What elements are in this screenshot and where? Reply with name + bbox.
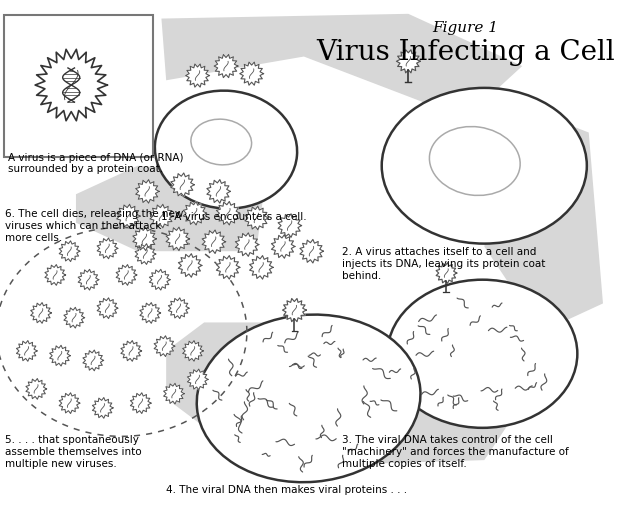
Polygon shape [116, 205, 140, 228]
Polygon shape [216, 256, 240, 280]
Polygon shape [97, 298, 118, 319]
Polygon shape [149, 270, 170, 290]
Polygon shape [250, 256, 273, 280]
Polygon shape [164, 383, 184, 404]
Polygon shape [17, 341, 37, 362]
Polygon shape [50, 345, 70, 366]
Polygon shape [45, 265, 65, 286]
Polygon shape [136, 180, 159, 204]
Polygon shape [278, 214, 301, 238]
Polygon shape [300, 240, 323, 264]
Polygon shape [182, 341, 204, 362]
Text: 6. The cell dies, releasing the new
viruses which can then attack
more cells.: 6. The cell dies, releasing the new viru… [4, 209, 183, 242]
Polygon shape [396, 50, 420, 74]
Polygon shape [214, 56, 238, 78]
Polygon shape [116, 265, 137, 286]
Polygon shape [133, 228, 156, 251]
Ellipse shape [387, 280, 577, 428]
Ellipse shape [191, 120, 252, 166]
Polygon shape [179, 254, 202, 278]
Polygon shape [154, 336, 175, 357]
Polygon shape [59, 241, 80, 262]
Polygon shape [168, 298, 189, 319]
Text: Figure 1: Figure 1 [432, 21, 499, 35]
Polygon shape [31, 303, 51, 324]
Ellipse shape [429, 127, 520, 196]
Polygon shape [202, 230, 225, 254]
Polygon shape [166, 228, 189, 251]
Polygon shape [161, 15, 522, 119]
Polygon shape [186, 65, 209, 88]
Polygon shape [484, 100, 603, 332]
Polygon shape [207, 180, 230, 204]
Ellipse shape [196, 315, 420, 482]
Polygon shape [236, 233, 259, 257]
Polygon shape [76, 167, 266, 251]
Text: Virus Infecting a Cell: Virus Infecting a Cell [316, 38, 614, 66]
Text: 5. . . . that spontaneously
assemble themselves into
multiple new viruses.: 5. . . . that spontaneously assemble the… [4, 435, 141, 468]
Polygon shape [121, 341, 141, 362]
Polygon shape [183, 202, 207, 226]
Polygon shape [282, 299, 306, 322]
Text: 4. The viral DNA then makes viral proteins . . .: 4. The viral DNA then makes viral protei… [166, 484, 407, 494]
Polygon shape [436, 263, 457, 284]
Polygon shape [271, 235, 295, 259]
Polygon shape [64, 308, 84, 328]
Polygon shape [35, 50, 108, 122]
Polygon shape [240, 63, 264, 86]
FancyBboxPatch shape [4, 16, 153, 158]
Text: 3. The viral DNA takes control of the cell
"machinery" and forces the manufactur: 3. The viral DNA takes control of the ce… [342, 435, 568, 468]
Polygon shape [135, 244, 156, 265]
Polygon shape [150, 205, 173, 228]
Polygon shape [171, 174, 194, 197]
Polygon shape [83, 350, 104, 371]
Polygon shape [97, 238, 118, 259]
Polygon shape [131, 393, 151, 414]
Ellipse shape [155, 91, 297, 209]
Polygon shape [78, 270, 99, 290]
Polygon shape [245, 207, 268, 230]
Polygon shape [166, 323, 314, 427]
Polygon shape [247, 346, 551, 465]
Polygon shape [188, 369, 208, 390]
Polygon shape [26, 379, 47, 399]
Polygon shape [140, 303, 161, 324]
Polygon shape [216, 202, 240, 226]
Ellipse shape [381, 89, 587, 244]
Polygon shape [59, 393, 80, 414]
Polygon shape [92, 398, 113, 419]
Text: 2. A virus attaches itself to a cell and
injects its DNA, leaving its protein co: 2. A virus attaches itself to a cell and… [342, 247, 545, 280]
Text: A virus is a piece of DNA (or RNA)
surrounded by a protein coat.: A virus is a piece of DNA (or RNA) surro… [8, 152, 183, 174]
Text: 1. A virus encounters a cell.: 1. A virus encounters a cell. [161, 212, 307, 222]
